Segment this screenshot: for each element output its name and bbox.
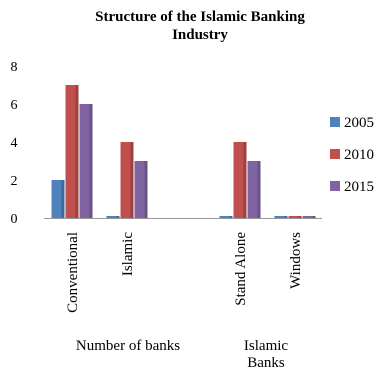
category-label: Conventional	[65, 232, 81, 313]
legend-label-2015: 2015	[344, 179, 374, 195]
group-labels: Number of banks Islamic Banks	[76, 338, 288, 371]
bar-2010-stand-alone	[233, 142, 247, 218]
y-tick-label: 8	[11, 60, 18, 75]
bar-shade	[312, 216, 316, 218]
bars	[51, 85, 316, 218]
legend-swatch-2005	[330, 117, 340, 127]
bar-shade	[130, 142, 134, 218]
y-tick-label: 6	[11, 98, 18, 113]
y-axis-ticks: 0 2 4 6 8	[11, 60, 18, 227]
bar-shade	[243, 142, 247, 218]
group-label-line: Banks	[247, 355, 285, 371]
y-tick-label: 2	[11, 174, 18, 189]
bar-shade	[229, 216, 233, 218]
group-label-line: Number of banks	[76, 338, 180, 354]
bar-2010-conventional	[65, 85, 79, 218]
bar-shade	[257, 161, 261, 218]
bar-2015-windows	[302, 216, 316, 218]
group-label: Islamic Banks	[244, 338, 288, 371]
category-labels: Conventional Islamic Stand Alone Windows	[65, 232, 304, 313]
bar-shade	[284, 216, 288, 218]
bar-2005-windows	[274, 216, 288, 218]
bar-2015-stand-alone	[247, 161, 261, 218]
bar-shade	[89, 104, 93, 218]
chart-title: Structure of the Islamic Banking Industr…	[95, 9, 305, 43]
bar-2010-islamic	[120, 142, 134, 218]
bar-shade	[298, 216, 302, 218]
category-label: Stand Alone	[233, 232, 249, 306]
bar-2005-stand-alone	[219, 216, 233, 218]
legend-label-2005: 2005	[344, 115, 374, 131]
legend-label-2010: 2010	[344, 147, 374, 163]
bar-shade	[61, 180, 65, 218]
legend: 2005 2010 2015	[330, 115, 374, 195]
category-label: Islamic	[120, 232, 136, 276]
bar-shade	[144, 161, 148, 218]
bar-shade	[75, 85, 79, 218]
y-tick-label: 4	[11, 136, 18, 151]
bar-2015-conventional	[79, 104, 93, 218]
bar-shade	[116, 216, 120, 218]
group-label: Number of banks	[76, 338, 180, 354]
group-label-line: Islamic	[244, 338, 288, 354]
y-tick-label: 0	[11, 212, 18, 227]
bar-2005-conventional	[51, 180, 65, 218]
category-label: Windows	[288, 232, 304, 289]
bar-2005-islamic	[106, 216, 120, 218]
legend-swatch-2015	[330, 181, 340, 191]
bar-2015-islamic	[134, 161, 148, 218]
legend-swatch-2010	[330, 149, 340, 159]
bar-2010-windows	[288, 216, 302, 218]
